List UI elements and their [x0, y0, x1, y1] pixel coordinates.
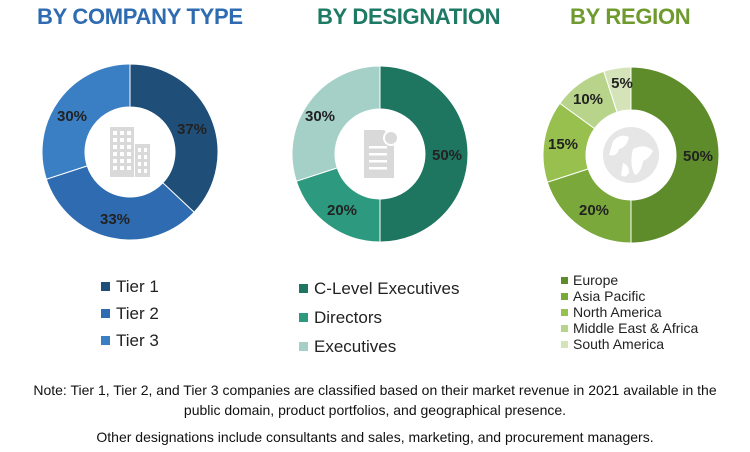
note-line-2: public domain, product portfolios, and g… — [183, 402, 567, 418]
legend-swatch — [561, 308, 568, 316]
legend-item-directors: Directors — [299, 303, 460, 332]
legend-swatch — [101, 309, 110, 318]
legend-label: Asia Pacific — [573, 288, 646, 304]
legend-item-europe: Europe — [561, 272, 698, 288]
legend-swatch — [561, 340, 568, 348]
note-line-1: Note: Tier 1, Tier 2, and Tier 3 compani… — [33, 382, 717, 398]
legend-item-north-america: North America — [561, 304, 698, 320]
data-label-north-america: 15% — [548, 136, 578, 153]
legend-item-tier-2: Tier 2 — [101, 300, 159, 327]
data-label-europe: 50% — [683, 148, 713, 165]
building-icon — [110, 127, 150, 177]
legend-designation: C-Level Executives Directors Executives — [299, 274, 460, 361]
legend-item-asia-pacific: Asia Pacific — [561, 288, 698, 304]
note-line-3: Other designations include consultants a… — [96, 429, 654, 445]
data-label-middle-east-and-africa: 10% — [573, 91, 603, 108]
legend-label: South America — [573, 336, 665, 352]
legend-item-tier-1: Tier 1 — [101, 273, 159, 300]
legend-company-type: Tier 1 Tier 2 Tier 3 — [101, 273, 159, 354]
data-label-south-america: 5% — [611, 75, 633, 92]
data-label-tier-3: 30% — [57, 108, 87, 125]
legend-swatch — [561, 292, 568, 300]
data-label-tier-2: 33% — [100, 211, 130, 228]
legend-label: Tier 3 — [116, 330, 159, 350]
data-label-asia-pacific: 20% — [579, 202, 609, 219]
data-label-tier-1: 37% — [177, 121, 207, 138]
globe-icon — [603, 127, 659, 183]
data-label-c-level-executives: 50% — [432, 147, 462, 164]
legend-label: North America — [573, 304, 662, 320]
legend-swatch — [561, 324, 568, 332]
data-label-executives: 30% — [305, 108, 335, 125]
legend-item-middle-east-and-africa: Middle East & Africa — [561, 320, 698, 336]
legend-label: Directors — [314, 307, 383, 327]
chart-title-region: BY REGION — [570, 4, 691, 29]
document-icon — [364, 130, 399, 178]
legend-region: Europe Asia Pacific North America Middle Ea… — [561, 272, 698, 352]
legend-label: Middle East & Africa — [573, 320, 699, 336]
chart-title-designation: BY DESIGNATION — [317, 4, 501, 29]
legend-item-tier-3: Tier 3 — [101, 327, 159, 354]
legend-label: Europe — [573, 272, 619, 288]
legend-swatch — [299, 342, 308, 351]
legend-swatch — [561, 276, 568, 284]
legend-swatch — [299, 313, 308, 322]
legend-label: Executives — [314, 336, 397, 356]
legend-label: C-Level Executives — [314, 278, 460, 298]
legend-swatch — [299, 284, 308, 293]
legend-item-south-america: South America — [561, 336, 698, 352]
legend-item-c-level-executives: C-Level Executives — [299, 274, 460, 303]
legend-swatch — [101, 336, 110, 345]
chart-title-company-type: BY COMPANY TYPE — [37, 4, 243, 29]
data-label-directors: 20% — [327, 202, 357, 219]
legend-label: Tier 1 — [116, 276, 159, 296]
legend-item-executives: Executives — [299, 332, 460, 361]
legend-swatch — [101, 282, 110, 291]
legend-label: Tier 2 — [116, 303, 159, 323]
